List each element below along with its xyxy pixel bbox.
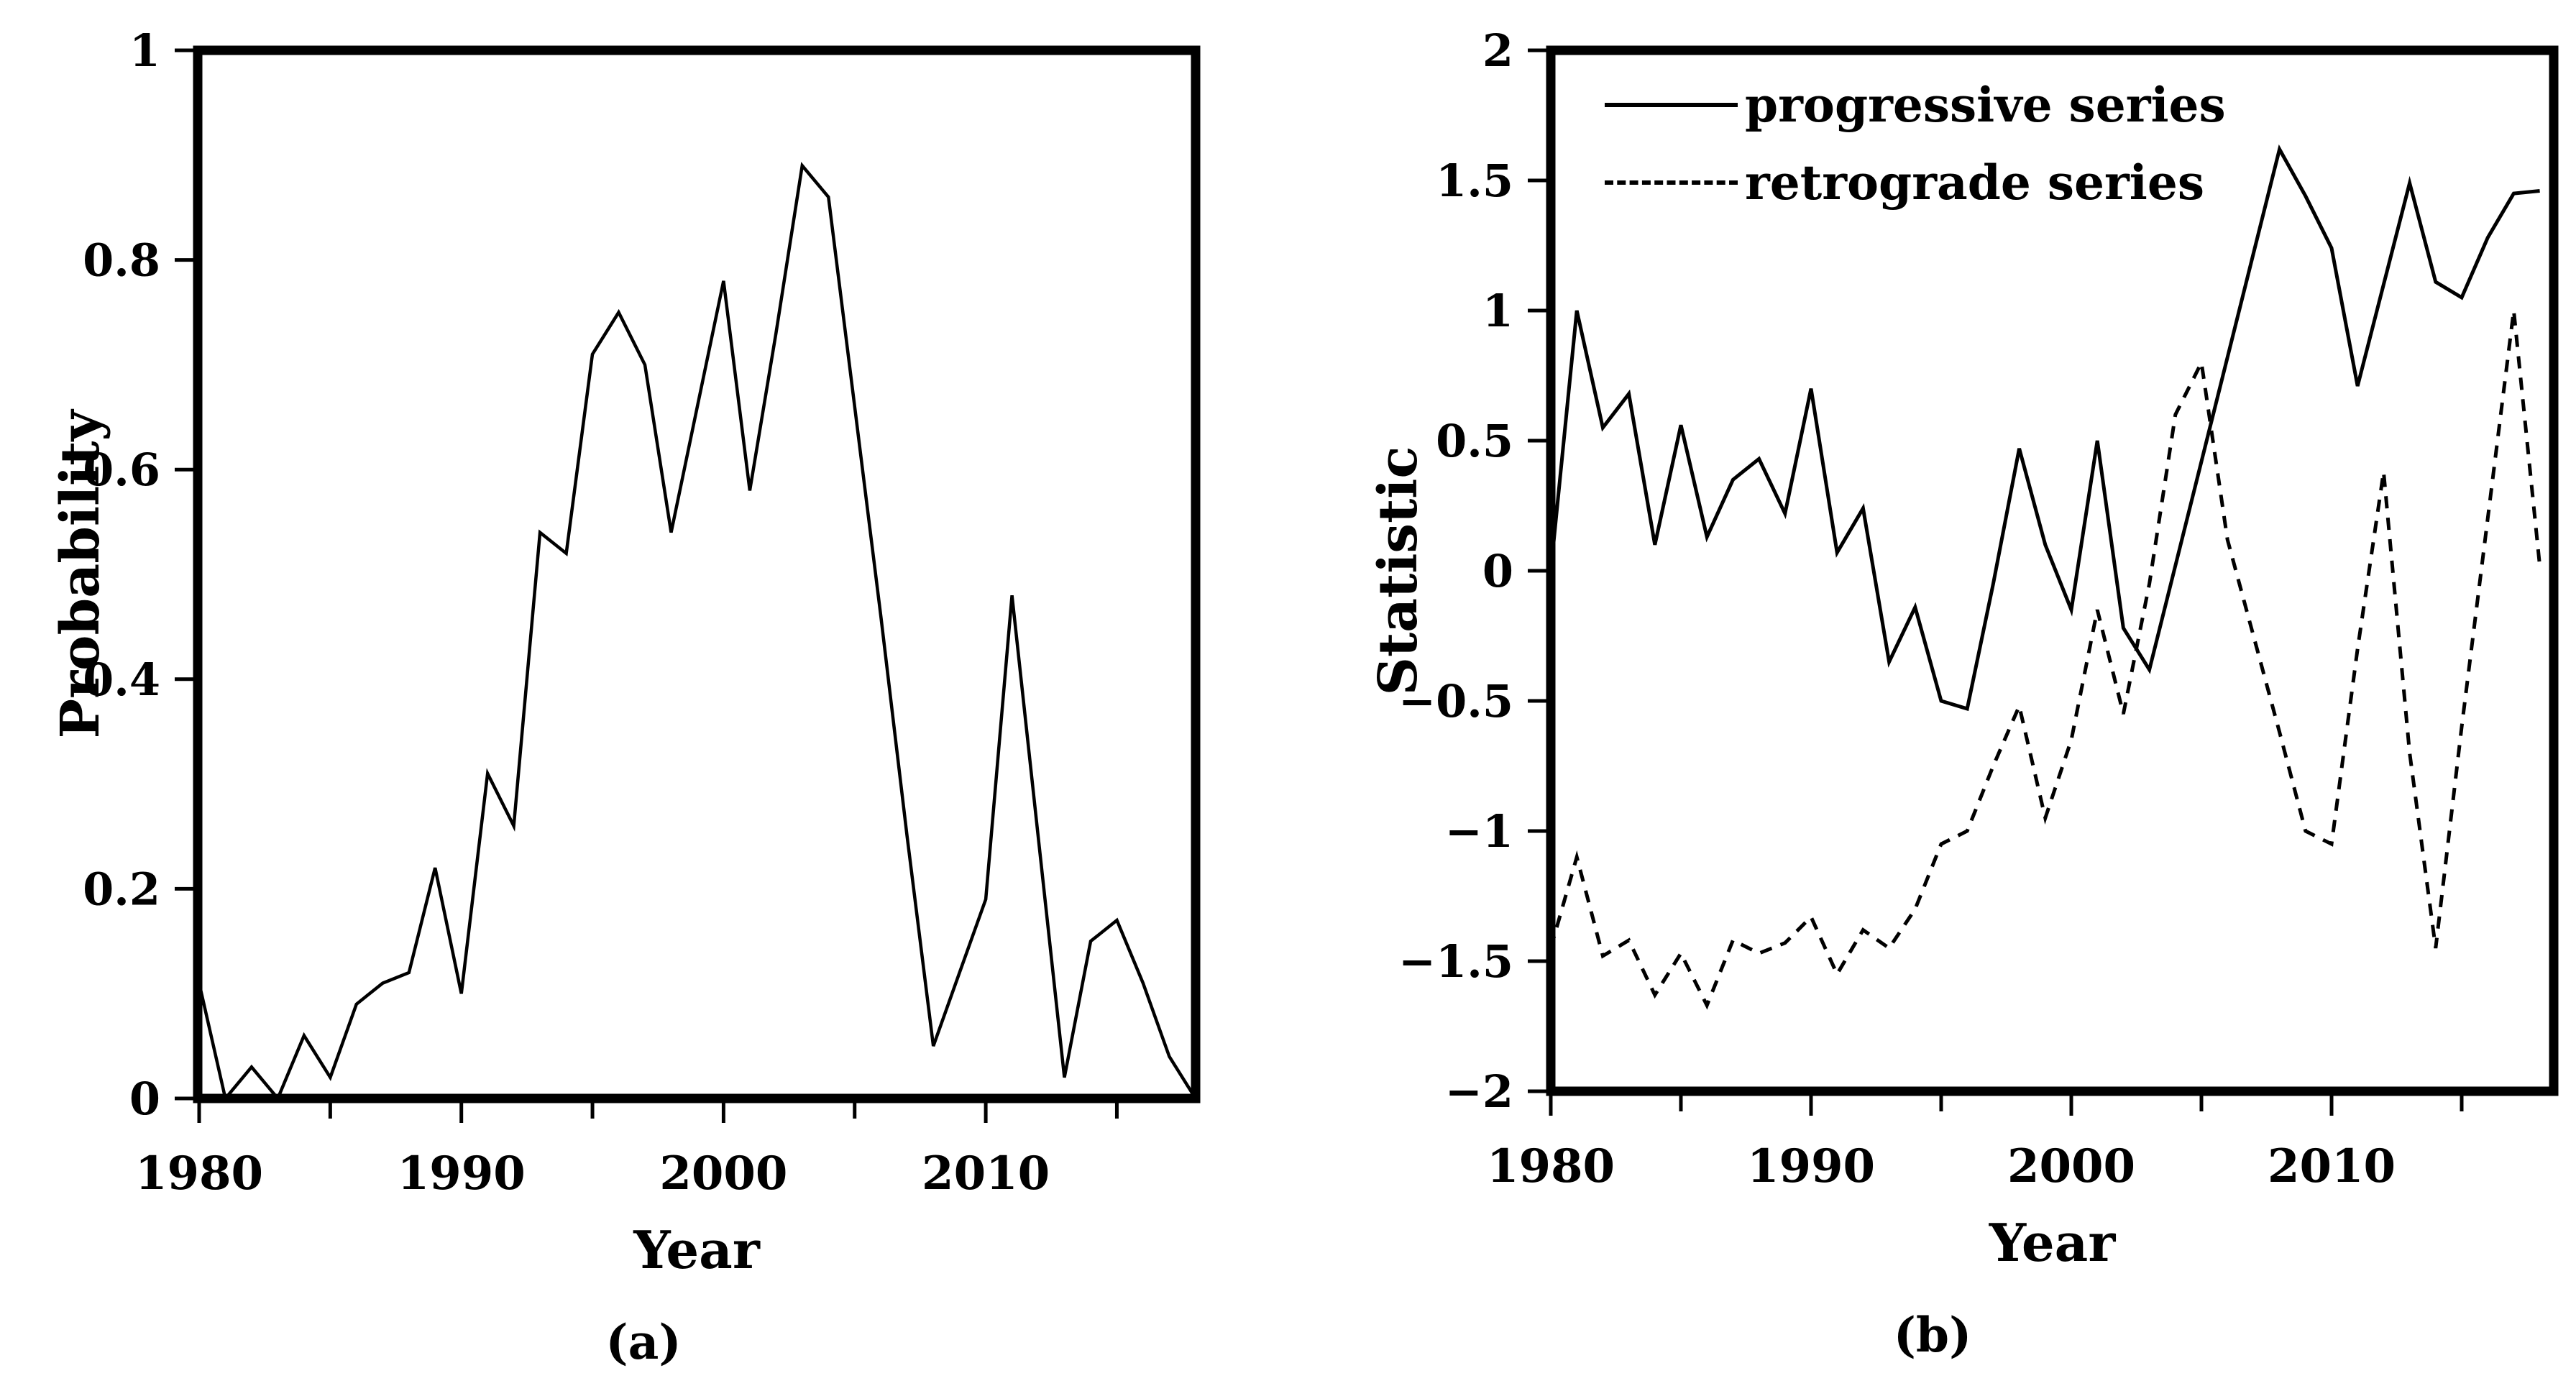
legend-solid-line-sample	[1605, 103, 1738, 107]
svg-text:1990: 1990	[1747, 1139, 1875, 1193]
svg-text:2000: 2000	[2007, 1139, 2135, 1193]
legend-label-retrograde: retrograde series	[1745, 155, 2204, 211]
svg-text:1: 1	[1482, 285, 1513, 337]
svg-text:1980: 1980	[1487, 1139, 1615, 1193]
series-probability	[197, 162, 1197, 1102]
svg-text:1980: 1980	[135, 1147, 263, 1201]
legend-row-progressive: progressive series	[1605, 66, 2226, 144]
svg-text:1.5: 1.5	[1436, 155, 1513, 207]
svg-text:1990: 1990	[398, 1147, 526, 1201]
svg-text:2: 2	[1482, 24, 1513, 77]
chart-panel-b: 2 1.5 1 0.5 0 −0.5 −1 −1.5 −2 1980 1990 2000 2010 St…	[1289, 0, 2576, 1386]
svg-text:1: 1	[129, 24, 160, 77]
svg-text:0.4: 0.4	[83, 653, 160, 706]
svg-text:0.6: 0.6	[83, 444, 160, 496]
svg-text:2000: 2000	[659, 1147, 787, 1201]
legend-dashed-line-sample	[1605, 180, 1738, 185]
x-axis-title-a: Year	[633, 1219, 760, 1280]
svg-text:−2: −2	[1445, 1065, 1513, 1118]
svg-text:0: 0	[1482, 545, 1513, 597]
chart-canvas-a: 0 0.2 0.4 0.6 0.8 1 1980 1990 2000 2010	[83, 24, 1201, 1201]
subfigure-caption-b: (b)	[1893, 1307, 1972, 1363]
chart-panel-a: 0 0.2 0.4 0.6 0.8 1 1980 1990 2000 2010 Probabili…	[0, 0, 1287, 1386]
svg-text:0: 0	[129, 1073, 160, 1125]
chart-canvas-b: 2 1.5 1 0.5 0 −0.5 −1 −1.5 −2 1980 1990 2000 2010	[1398, 24, 2559, 1193]
legend-label-progressive: progressive series	[1745, 77, 2226, 133]
legend-row-retrograde: retrograde series	[1605, 144, 2226, 221]
svg-text:−1: −1	[1445, 805, 1513, 858]
svg-text:−0.5: −0.5	[1398, 675, 1513, 728]
y-axis-title-b: Statistic	[1367, 446, 1429, 696]
svg-text:0.5: 0.5	[1436, 415, 1513, 467]
y-axis-title-a: Probability	[50, 410, 111, 739]
subfigure-caption-a: (a)	[605, 1314, 682, 1370]
svg-text:2010: 2010	[922, 1147, 1050, 1201]
legend: progressive series retrograde series	[1605, 66, 2226, 221]
series-retrograde-series	[1549, 310, 2542, 1010]
series-progressive-series	[1549, 144, 2540, 712]
svg-text:−1.5: −1.5	[1398, 935, 1513, 988]
x-axis-title-b: Year	[1989, 1212, 2116, 1273]
svg-text:0.8: 0.8	[83, 234, 160, 287]
svg-text:2010: 2010	[2268, 1139, 2396, 1193]
svg-text:0.2: 0.2	[83, 863, 160, 915]
